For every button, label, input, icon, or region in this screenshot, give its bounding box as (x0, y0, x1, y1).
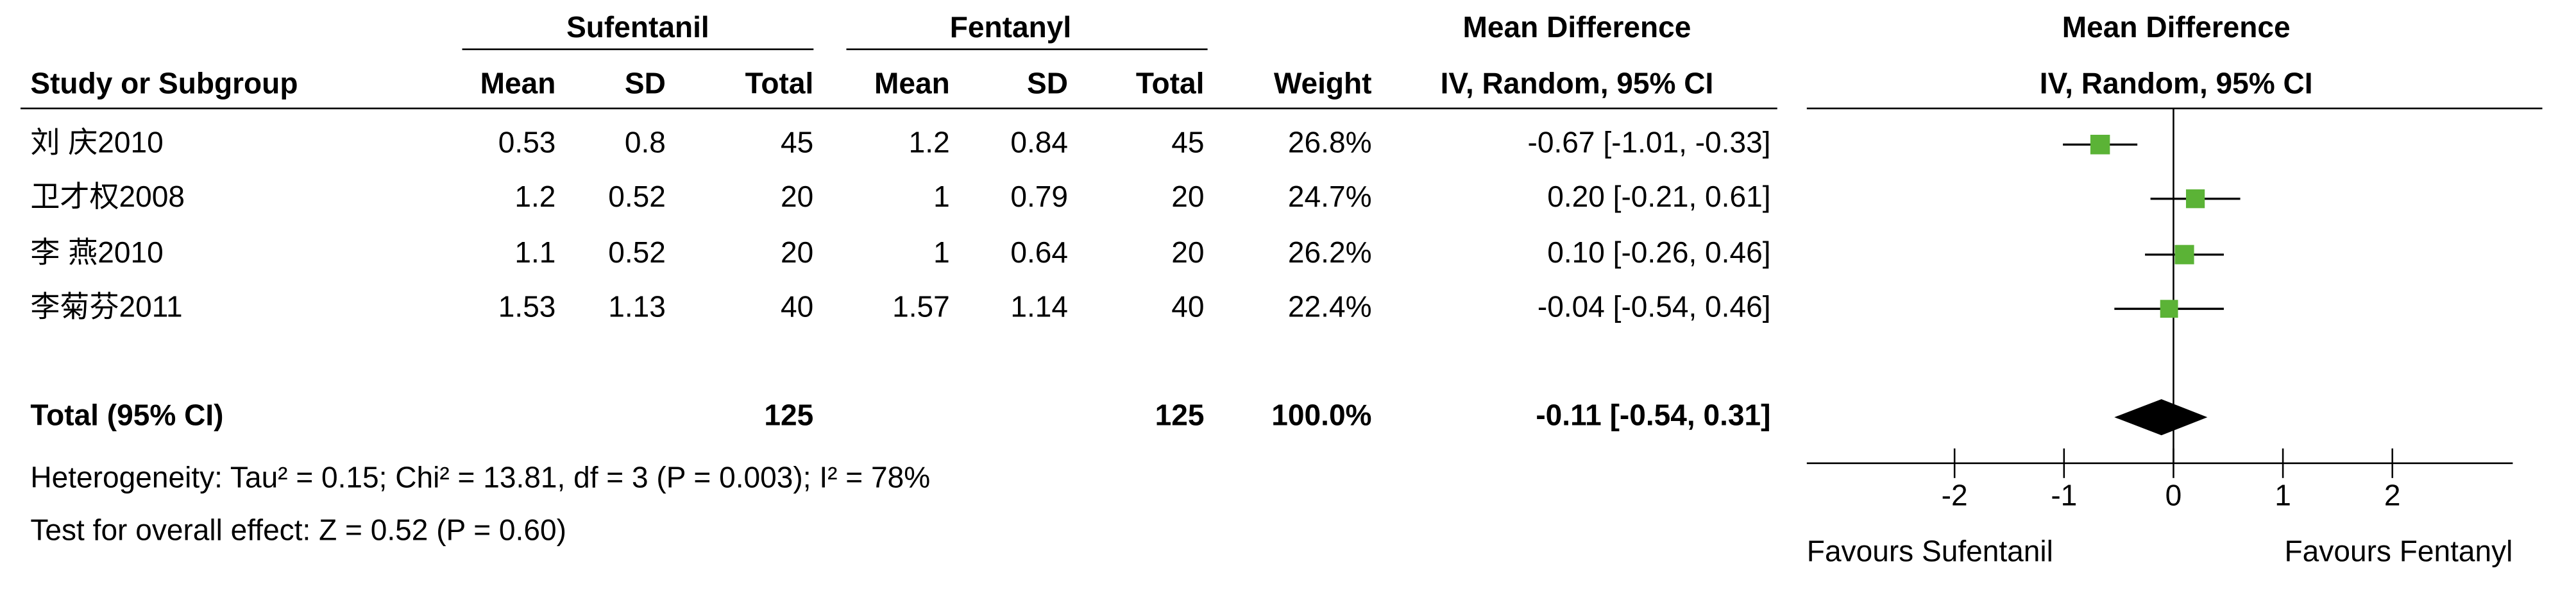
cell-exp-total: 125 (764, 398, 813, 431)
cell-exp-sd: 1.13 (608, 289, 666, 323)
cell-ctl-total: 45 (1171, 125, 1204, 159)
heterogeneity: Heterogeneity: Tau² = 0.15; Chi² = 13.81… (30, 461, 930, 494)
cell-ctl-total: 125 (1155, 398, 1205, 431)
column-header: SD (1027, 66, 1068, 99)
favours-right: Favours Fentanyl (2285, 535, 2513, 568)
cell-weight-label: 26.8% (1288, 125, 1372, 159)
x-tick-label: 2 (2384, 479, 2401, 512)
column-header: Mean (874, 66, 950, 99)
cell-exp-mean: 0.53 (498, 125, 556, 159)
cell-exp-mean: 1.53 (498, 289, 556, 323)
favours-left: Favours Sufentanil (1807, 535, 2053, 568)
group-header: Sufentanil (566, 10, 709, 44)
cell-md: 0.20 [-0.21, 0.61] (1547, 180, 1770, 213)
cell-ctl-total: 40 (1171, 289, 1204, 323)
point-estimate (2185, 189, 2205, 209)
cell-ctl-mean: 1 (933, 180, 950, 213)
cell-name: Total (95% CI) (30, 398, 223, 431)
x-tick-label: 0 (2165, 479, 2182, 512)
column-header: SD (625, 66, 666, 99)
cell-weight-label: 24.7% (1288, 180, 1372, 213)
column-header: Weight (1274, 66, 1372, 99)
cell-ctl-mean: 1.2 (909, 125, 950, 159)
x-tick-label: -1 (2051, 479, 2077, 512)
cell-exp-mean: 1.1 (514, 236, 555, 269)
point-estimate (2160, 300, 2178, 318)
cell-ctl-sd: 0.79 (1010, 180, 1068, 213)
column-header: Total (745, 66, 814, 99)
cell-exp-total: 45 (781, 125, 813, 159)
cell-exp-sd: 0.8 (625, 125, 666, 159)
x-tick-label: 1 (2275, 479, 2291, 512)
cell-ctl-mean: 1 (933, 236, 950, 269)
cell-exp-mean: 1.2 (514, 180, 555, 213)
overall-effect: Test for overall effect: Z = 0.52 (P = 0… (30, 513, 566, 546)
cell-md: 0.10 [-0.26, 0.46] (1547, 236, 1770, 269)
cell-weight-label: 22.4% (1288, 289, 1372, 323)
column-header: IV, Random, 95% CI (1441, 66, 1714, 99)
cell-exp-total: 20 (781, 180, 813, 213)
cell-weight-label: 26.2% (1288, 236, 1372, 269)
cell-name: 李 燕2010 (30, 236, 163, 269)
point-estimate (2090, 135, 2110, 155)
cell-ctl-total: 20 (1171, 180, 1204, 213)
cell-ctl-total: 20 (1171, 236, 1204, 269)
cell-name: 刘 庆2010 (30, 125, 163, 159)
cell-name: 卫才权2008 (30, 180, 185, 213)
x-tick-label: -2 (1942, 479, 1968, 512)
cell-ctl-mean: 1.57 (892, 289, 950, 323)
cell-exp-sd: 0.52 (608, 180, 666, 213)
cell-weight-label: 100.0% (1271, 398, 1371, 431)
group-header: Mean Difference (1463, 10, 1691, 44)
group-header: Fentanyl (950, 10, 1071, 44)
group-header: Mean Difference (2062, 10, 2291, 44)
column-header: Study or Subgroup (30, 66, 298, 99)
cell-exp-total: 40 (781, 289, 813, 323)
cell-md: -0.11 [-0.54, 0.31] (1536, 398, 1770, 431)
cell-ctl-sd: 0.64 (1010, 236, 1068, 269)
column-header: Mean (480, 66, 556, 99)
cell-md: -0.67 [-1.01, -0.33] (1528, 125, 1771, 159)
cell-name: 李菊芬2011 (30, 289, 182, 323)
cell-ctl-sd: 1.14 (1010, 289, 1068, 323)
cell-ctl-sd: 0.84 (1010, 125, 1068, 159)
cell-exp-total: 20 (781, 236, 813, 269)
point-estimate (2174, 245, 2194, 264)
column-header: Total (1136, 66, 1205, 99)
cell-exp-sd: 0.52 (608, 236, 666, 269)
diamond (2114, 399, 2208, 436)
column-header: IV, Random, 95% CI (2040, 66, 2313, 99)
cell-md: -0.04 [-0.54, 0.46] (1538, 289, 1771, 323)
